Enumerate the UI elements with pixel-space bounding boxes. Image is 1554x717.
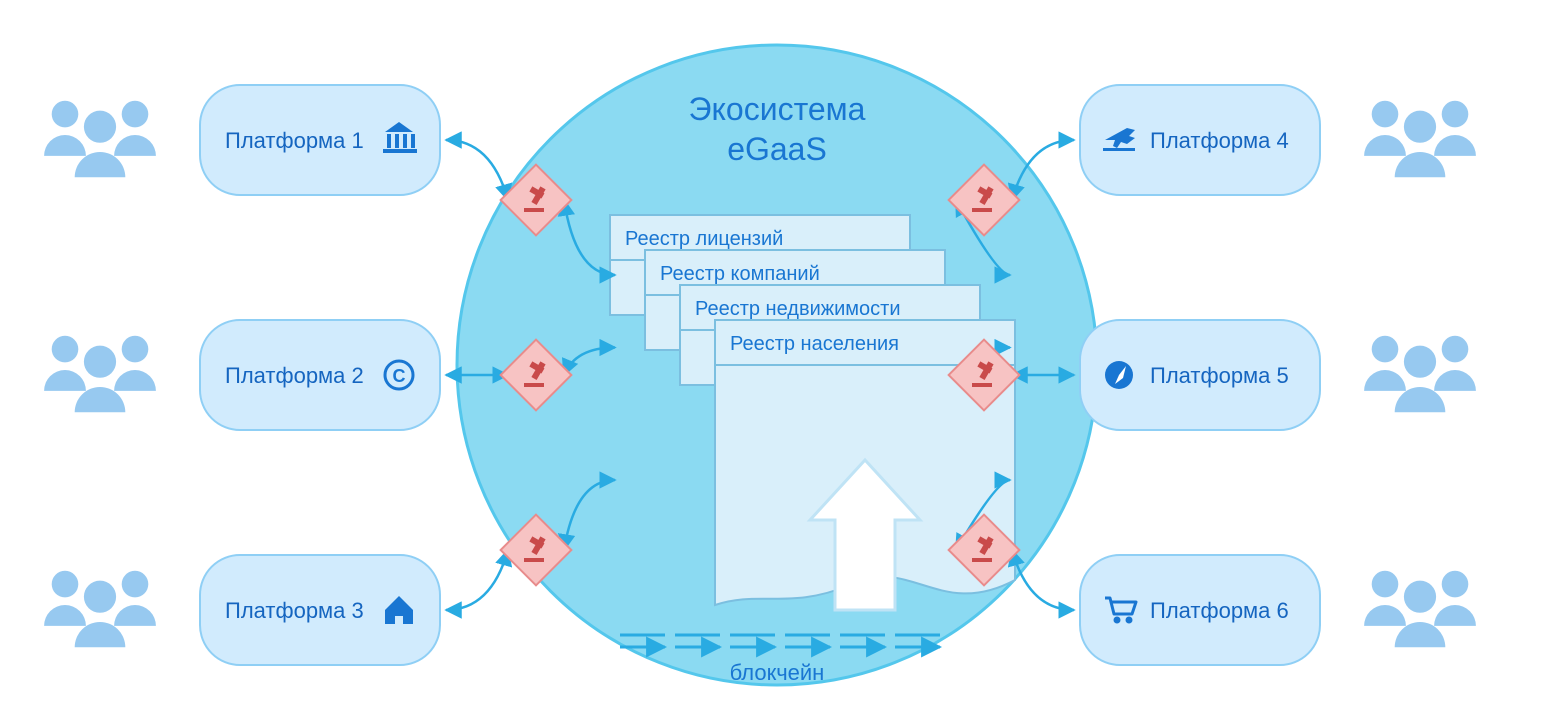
platform-label: Платформа 1 [225, 128, 364, 153]
people-group-icon [1364, 571, 1476, 648]
ecosystem-title-line2: eGaaS [727, 131, 827, 167]
platform-label: Платформа 6 [1150, 598, 1289, 623]
platform-box: C Платформа 2 [200, 320, 440, 430]
svg-text:C: C [393, 366, 406, 386]
compass-icon [1105, 361, 1133, 389]
platform-box: Платформа 1 [200, 85, 440, 195]
platform-label: Платформа 4 [1150, 128, 1289, 153]
platform-label: Платформа 5 [1150, 363, 1289, 388]
platform-box: Платформа 4 [1080, 85, 1320, 195]
registry-label: Реестр лицензий [625, 228, 783, 250]
connector-arrow [446, 140, 508, 200]
connector-arrow [446, 550, 508, 610]
people-group-icon [1364, 336, 1476, 412]
ecosystem-title-line1: Экосистема [689, 91, 866, 127]
registry-label: Реестр населения [730, 333, 899, 355]
platform-box: Платформа 6 [1080, 555, 1320, 665]
people-group-icon [1364, 101, 1476, 178]
platform-box: Платформа 3 [200, 555, 440, 665]
platform-label: Платформа 3 [225, 598, 364, 623]
people-group-icon [44, 336, 156, 412]
blockchain-label: блокчейн [730, 660, 825, 685]
people-group-icon [44, 101, 156, 178]
platform-label: Платформа 2 [225, 363, 364, 388]
people-group-icon [44, 571, 156, 648]
registry-label: Реестр недвижимости [695, 298, 901, 320]
registry-label: Реестр компаний [660, 263, 820, 285]
platform-box: Платформа 5 [1080, 320, 1320, 430]
